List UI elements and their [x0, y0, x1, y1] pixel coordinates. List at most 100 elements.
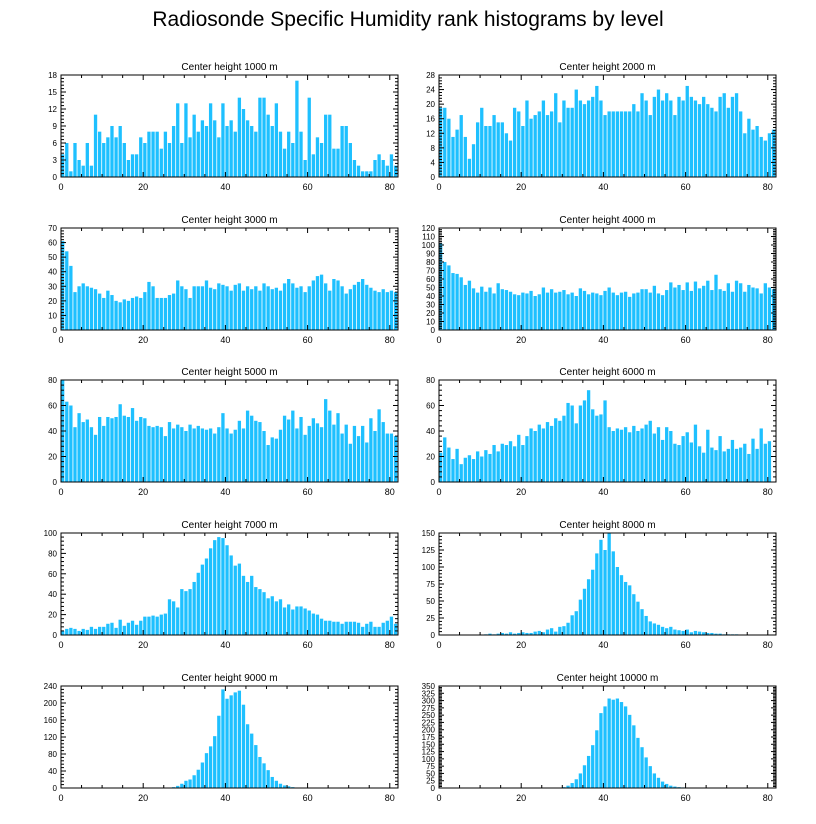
panel-title: Center height 5000 m [181, 367, 277, 378]
histogram-bar [282, 148, 287, 177]
histogram-bar [233, 131, 237, 177]
histogram-bar [525, 293, 529, 330]
histogram-bar [184, 289, 188, 330]
histogram-bar [97, 131, 102, 177]
histogram-bar [328, 620, 332, 635]
histogram-bar [541, 632, 546, 635]
histogram-bar [475, 451, 480, 482]
histogram-bar [512, 294, 517, 330]
histogram-bar [558, 626, 562, 635]
y-tick-label: 40 [48, 767, 57, 776]
histogram-bar [361, 171, 365, 177]
histogram-bar [278, 429, 283, 482]
histogram-bar [381, 622, 385, 635]
histogram-bar [200, 120, 205, 177]
histogram-bar [93, 628, 98, 635]
histogram-bar [652, 285, 657, 330]
figure-title: Radiosonde Specific Humidity rank histog… [152, 8, 664, 31]
histogram-bar [282, 607, 287, 635]
histogram-bar [336, 148, 340, 177]
histogram-bar [106, 623, 110, 635]
histogram-bar [295, 428, 299, 482]
histogram-bar [628, 296, 632, 330]
histogram-bar [508, 140, 513, 177]
histogram-bar [287, 279, 291, 330]
x-tick-label: 60 [303, 640, 313, 650]
histogram-bar [204, 126, 209, 177]
histogram-bar [529, 428, 533, 482]
histogram-bar [332, 424, 336, 483]
histogram-bar [204, 280, 209, 330]
histogram-bar [455, 129, 459, 177]
histogram-bar [447, 447, 451, 482]
histogram-bar [274, 287, 279, 330]
histogram-bar [356, 436, 361, 482]
histogram-bar [730, 96, 735, 177]
histogram-bar [615, 111, 620, 177]
histogram-bar [73, 292, 77, 330]
histogram-bar [266, 286, 270, 330]
histogram-bar [570, 405, 574, 482]
y-tick-label: 60 [48, 402, 57, 411]
histogram-bar [171, 601, 176, 635]
y-tick-label: 50 [426, 597, 435, 606]
y-tick-label: 25 [426, 614, 435, 623]
histogram-bar [233, 565, 237, 635]
histogram-bar [102, 143, 106, 177]
histogram-bar [250, 126, 254, 177]
y-tick-label: 90 [426, 250, 435, 259]
x-tick-label: 20 [516, 640, 526, 650]
histogram-bar [373, 431, 377, 482]
histogram-panel: Center height 7000 m 0 20 40 60 80 0 20 40 60 80 10… [44, 520, 399, 650]
y-tick-label: 6 [53, 139, 58, 148]
y-tick-label: 120 [422, 224, 436, 233]
histogram-bar [677, 284, 681, 330]
histogram-bar [586, 100, 591, 177]
histogram-bar [213, 120, 217, 177]
histogram-bar [303, 608, 307, 635]
histogram-bar [689, 442, 694, 482]
x-tick-label: 40 [598, 640, 608, 650]
histogram-bar [751, 287, 755, 330]
histogram-bar [274, 780, 279, 788]
histogram-bar [221, 538, 225, 635]
histogram-bar [673, 287, 677, 330]
x-tick-label: 60 [303, 487, 313, 497]
histogram-bar [163, 436, 168, 482]
histogram-bar [755, 448, 759, 482]
histogram-bar [184, 780, 188, 788]
histogram-bar [681, 630, 685, 635]
histogram-bar [307, 97, 311, 177]
histogram-bar [369, 287, 373, 330]
histogram-bar [714, 274, 718, 330]
histogram-bar [328, 410, 332, 482]
histogram-bar [537, 424, 541, 483]
histogram-bar [496, 122, 500, 177]
histogram-bar [241, 575, 246, 635]
histogram-bar [254, 131, 258, 177]
histogram-bar [328, 290, 332, 330]
histogram-bar [151, 427, 155, 482]
histogram-bar [77, 413, 81, 482]
histogram-bar [377, 626, 381, 635]
y-tick-label: 80 [426, 258, 435, 267]
histogram-bar [726, 448, 730, 482]
x-tick-label: 0 [436, 487, 441, 497]
histogram-bar [439, 452, 443, 482]
x-tick-label: 40 [598, 793, 608, 803]
histogram-bar [673, 629, 677, 635]
histogram-bar [61, 630, 65, 635]
histogram-bar [566, 785, 570, 788]
histogram-bar [599, 539, 603, 635]
histogram-bar [471, 459, 476, 482]
x-tick-label: 0 [58, 182, 63, 192]
histogram-bar [739, 283, 743, 330]
histogram-bar [681, 290, 685, 330]
histogram-bar [652, 96, 657, 177]
histogram-bar [730, 291, 735, 330]
histogram-bar [451, 273, 455, 330]
histogram-bar [578, 599, 583, 635]
histogram-bar [747, 284, 751, 330]
histogram-bar [348, 143, 352, 177]
histogram-bar [545, 422, 550, 482]
